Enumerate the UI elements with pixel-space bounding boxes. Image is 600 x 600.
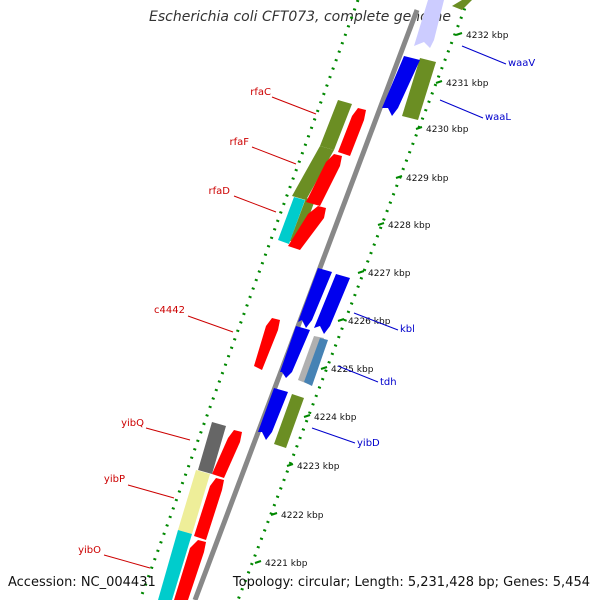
gene-arrow-blue[interactable] [382, 56, 420, 116]
gene-arrow-red[interactable] [194, 478, 224, 540]
kbp-tick-label: 4224 kbp [314, 413, 357, 423]
gene-labels: rfaC rfaF rfaD c4442 yibQ yibP yibO waaV waaL kbl… [78, 58, 535, 556]
kbp-tick-mark [303, 414, 311, 418]
gene-arrow-blue[interactable] [414, 0, 444, 48]
gene-label-rfaC: rfaC [250, 87, 271, 98]
leader-line [311, 427, 356, 444]
kbp-ticks: 4221 kbp 4222 kbp 4223 kbp 4224 kbp 4225 kbp… [254, 31, 509, 569]
gene-block[interactable] [274, 394, 304, 448]
topology-label: Topology: circular; Length: 5,231,428 bp… [232, 575, 590, 590]
kbp-tick-label: 4222 kbp [281, 511, 324, 521]
kbp-tick-mark [286, 463, 294, 467]
map-title: Escherichia coli CFT073, complete genome [149, 9, 451, 25]
kbp-tick-mark [455, 32, 463, 36]
accession-label: Accession: NC_004431 [8, 575, 156, 590]
gene-block[interactable] [290, 198, 315, 244]
kbp-tick-label: 4227 kbp [368, 269, 411, 279]
leader-line [337, 365, 379, 383]
kbp-tick-mark [357, 270, 365, 274]
kbp-tick-label: 4232 kbp [466, 31, 509, 41]
gene-arrow-red[interactable] [174, 540, 206, 600]
leader-line [187, 315, 234, 333]
gene-label-yibO: yibO [78, 545, 101, 556]
gene-block[interactable] [304, 338, 328, 386]
kbp-tick-mark [337, 318, 345, 322]
gene-label-c4442: c4442 [154, 305, 185, 316]
kbp-tick-mark [270, 512, 278, 516]
kbp-tick-label: 4231 kbp [446, 79, 489, 89]
gene-block[interactable] [198, 422, 226, 474]
gene-block[interactable] [278, 197, 305, 244]
gene-label-kbl: kbl [400, 324, 415, 335]
gene-block[interactable] [402, 58, 436, 120]
gene-arrow-red[interactable] [254, 318, 280, 370]
gene-arrow-red[interactable] [306, 154, 342, 206]
kbp-tick-label: 4229 kbp [406, 174, 449, 184]
gene-block[interactable] [178, 470, 210, 534]
leader-line [127, 484, 175, 499]
gene-arrow-blue[interactable] [298, 268, 332, 328]
dotted-guide-left [138, 0, 360, 600]
kbp-tick-label: 4230 kbp [426, 125, 469, 135]
kbp-tick-mark [254, 560, 262, 564]
kbp-tick-label: 4228 kbp [388, 221, 431, 231]
gene-label-rfaF: rfaF [229, 137, 249, 148]
gene-label-waaV: waaV [508, 58, 535, 69]
leader-line [233, 195, 277, 213]
kbp-tick-label: 4223 kbp [297, 462, 340, 472]
leader-line [461, 45, 507, 65]
gene-arrow-red[interactable] [288, 206, 326, 250]
kbp-tick-mark [415, 126, 423, 130]
leader-line [271, 96, 317, 115]
leader-line [145, 427, 191, 441]
gene-label-yibQ: yibQ [121, 418, 144, 429]
gene-arrow-red[interactable] [338, 108, 366, 156]
leader-line [353, 312, 399, 331]
gene-label-rfaD: rfaD [209, 186, 231, 197]
gene-arrow-blue[interactable] [314, 274, 350, 334]
gene-block[interactable] [452, 0, 472, 10]
gene-arrow-blue[interactable] [258, 388, 288, 440]
gene-label-waaL: waaL [485, 112, 511, 123]
gene-block[interactable] [320, 100, 352, 150]
kbp-tick-mark [435, 80, 443, 84]
kbp-tick-mark [320, 366, 328, 370]
leader-line [251, 146, 297, 165]
dotted-guide-right [236, 0, 470, 600]
kbp-tick-mark [377, 222, 385, 226]
gene-block[interactable] [158, 530, 192, 600]
leader-lines [103, 45, 507, 569]
gene-label-yibD: yibD [357, 438, 380, 449]
kbp-tick-label: 4226 kbp [348, 317, 391, 327]
kbp-tick-label: 4221 kbp [265, 559, 308, 569]
gene-label-tdh: tdh [380, 377, 397, 388]
gene-block[interactable] [292, 146, 334, 200]
leader-line [439, 99, 484, 119]
kbp-tick-mark [395, 175, 403, 179]
leader-line [103, 554, 151, 569]
gene-arrow-blue[interactable] [280, 326, 310, 378]
gene-arrow-red[interactable] [212, 430, 242, 478]
gene-label-yibP: yibP [104, 474, 125, 485]
kbp-tick-label: 4225 kbp [331, 365, 374, 375]
